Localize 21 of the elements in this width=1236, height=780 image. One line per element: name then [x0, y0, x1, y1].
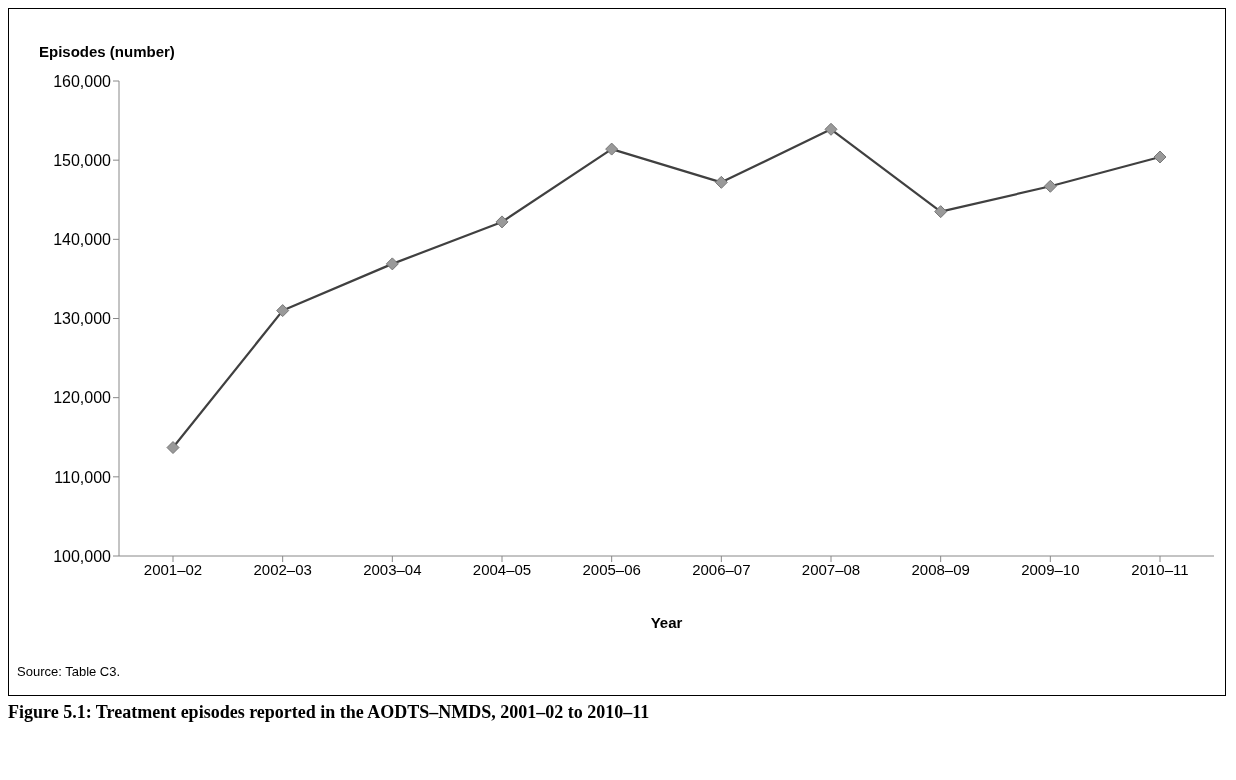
x-tick-label: 2003–04: [363, 560, 422, 578]
y-tick-label: 120,000: [53, 389, 112, 407]
y-tick-label: 130,000: [53, 310, 112, 328]
x-axis-title: Year: [650, 614, 683, 631]
x-tick-label: 2005–06: [582, 560, 641, 578]
x-tick-label: 2007–08: [801, 560, 861, 578]
text: Figure 5.1: Treatment episodes reported in the AODTS–NMDS, 2001–02 to 2010–11: [8, 702, 651, 723]
source-note: Source: Table C3.: [17, 664, 121, 679]
y-tick-label: 150,000: [53, 151, 112, 169]
y-tick-label: 110,000: [54, 468, 112, 486]
x-tick-label: 2001–02: [143, 560, 203, 578]
y-axis-title: Episodes (number): [39, 43, 175, 60]
x-tick-label: 2006–07: [692, 560, 751, 578]
x-tick-label: 2002–03: [253, 560, 312, 578]
x-tick-label: 2010–11: [1131, 560, 1189, 578]
y-tick-label: 140,000: [53, 231, 112, 249]
y-tick-label: 100,000: [53, 547, 112, 565]
x-tick-label: 2008–09: [911, 560, 970, 578]
x-tick-label: 2009–10: [1021, 560, 1080, 578]
y-tick-label: 160,000: [53, 72, 112, 90]
x-tick-label: 2004–05: [472, 560, 532, 578]
